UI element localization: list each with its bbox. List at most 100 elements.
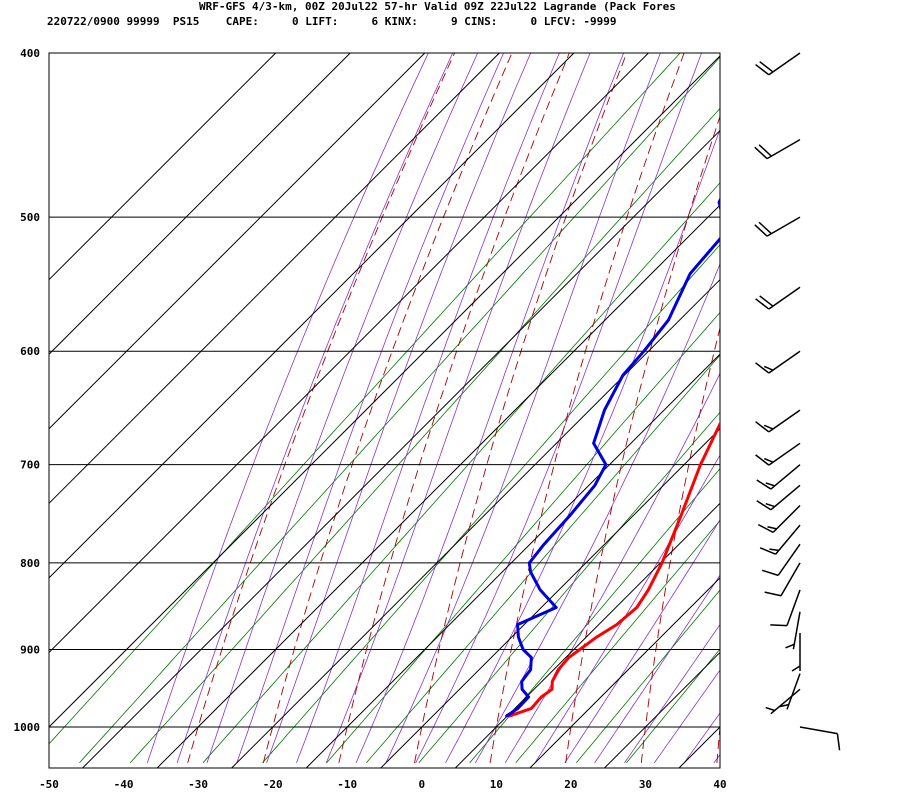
wind-barb-feather — [757, 523, 774, 534]
isotherm-gridline — [604, 652, 721, 769]
moist-adiabat-line — [445, 128, 720, 764]
wind-barb-feather — [836, 733, 841, 751]
wind-barb-staff — [770, 484, 801, 511]
wind-barb-feather — [759, 295, 774, 307]
moist-adiabat-line — [176, 53, 454, 764]
wind-barb — [764, 562, 801, 597]
wind-barb-feather — [759, 547, 776, 555]
wind-barb-staff — [768, 350, 801, 374]
wind-barb-staff — [792, 611, 801, 650]
wind-barb-feather — [755, 421, 770, 433]
isotherm-gridline — [48, 52, 649, 653]
wind-barb-feather — [754, 224, 768, 237]
wind-barb-feather — [779, 703, 789, 708]
wind-barb — [756, 484, 801, 511]
wind-barb-staff — [770, 688, 801, 715]
mixing-ratio-line — [49, 53, 681, 745]
isotherm-gridline — [48, 52, 351, 355]
wind-barb-feather — [764, 591, 782, 597]
wind-barb-staff — [786, 589, 801, 626]
wind-barb-staff — [772, 504, 801, 533]
pressure-tick-label: 900 — [20, 643, 40, 656]
wind-barb — [754, 138, 801, 160]
wind-barb-feather — [755, 362, 770, 374]
wind-barb-feather — [756, 479, 772, 490]
wind-barb-feather — [755, 454, 770, 466]
mixing-ratio-line — [365, 354, 720, 764]
pressure-tick-label: 600 — [20, 345, 40, 358]
isotherm-gridline — [380, 428, 721, 769]
temperature-tick-label: -40 — [114, 778, 134, 791]
wind-barb-staff — [766, 138, 801, 160]
mixing-ratio-line — [515, 519, 720, 764]
wind-barb-staff — [768, 286, 801, 310]
isotherm-gridline — [305, 353, 721, 769]
wind-barb-staff — [777, 543, 801, 576]
wind-barb-feather — [755, 63, 770, 76]
mixing-ratio-line — [575, 589, 720, 764]
mixing-ratio-line — [326, 311, 720, 764]
moist-adiabat-line — [564, 519, 720, 764]
isotherm-gridline — [48, 52, 575, 579]
temperature-tick-label: 30 — [639, 778, 652, 791]
wind-barb-staff — [770, 464, 801, 490]
grid-lines — [48, 52, 721, 769]
wind-barb-staff — [780, 562, 801, 597]
isotherm-gridline — [48, 52, 277, 281]
temperature-tick-label: 10 — [490, 778, 503, 791]
wind-barb-feather — [755, 298, 770, 310]
mixing-ratio-line — [469, 468, 720, 764]
dry-adiabat-line — [338, 53, 570, 763]
isotherm-gridline — [48, 52, 500, 504]
wind-barb — [762, 543, 801, 577]
wind-barb — [799, 726, 841, 751]
wind-barb-staff — [768, 409, 801, 433]
wind-barb-feather — [763, 365, 774, 371]
dry-adiabat-line — [793, 34, 900, 763]
pressure-tick-label: 1000 — [14, 721, 41, 734]
wind-barb — [765, 688, 801, 715]
wind-barb — [755, 409, 801, 433]
moist-adiabat-line — [653, 669, 720, 764]
plot-frame — [48, 52, 721, 769]
wind-barb-feather — [759, 61, 774, 73]
isotherm-gridline — [529, 577, 721, 769]
wind-barb — [779, 673, 801, 710]
wind-barb — [755, 442, 801, 466]
mixing-ratio-line — [79, 56, 720, 764]
isotherm-gridline — [156, 204, 721, 769]
temperature-tick-label: -50 — [39, 778, 59, 791]
dry-adiabat-line — [868, 34, 900, 763]
moist-adiabat-line — [504, 372, 720, 764]
wind-barb — [756, 464, 801, 490]
axis-tick-labels: 400 500 600 700 800 900 1000 -50 -40 -30 -20 -10 0 10… — [14, 47, 727, 791]
mixing-ratio-line — [626, 648, 720, 764]
wind-barb-feather — [754, 146, 768, 160]
temperature-tick-label: 0 — [418, 778, 425, 791]
wind-barb — [755, 52, 801, 76]
temperature-profile-line — [508, 420, 720, 718]
wind-barb-feather — [785, 643, 795, 649]
wind-barb-feather — [767, 525, 777, 530]
dry-adiabat-line — [262, 53, 513, 764]
isotherm-gridline — [231, 279, 721, 769]
temperature-tick-label: 40 — [713, 778, 726, 791]
wind-barb-feather — [758, 221, 772, 235]
wind-barb-staff — [768, 442, 801, 466]
wind-barb-feather — [763, 424, 774, 430]
mixing-ratio-line — [262, 244, 720, 764]
pressure-tick-label: 500 — [20, 211, 40, 224]
moist-adiabat-line — [266, 53, 532, 764]
temperature-tick-label: -20 — [263, 778, 283, 791]
temperature-tick-label: 20 — [564, 778, 577, 791]
dry-adiabat-line — [716, 722, 720, 763]
wind-barb-feather — [758, 144, 772, 157]
pressure-tick-label: 400 — [20, 47, 40, 60]
wind-barb-feather — [765, 482, 775, 487]
moist-adiabat-line — [325, 53, 591, 764]
wind-barb — [770, 589, 801, 627]
wind-barb — [759, 524, 801, 555]
dry-adiabat-line — [565, 115, 720, 763]
moist-adiabat-line — [713, 753, 720, 764]
